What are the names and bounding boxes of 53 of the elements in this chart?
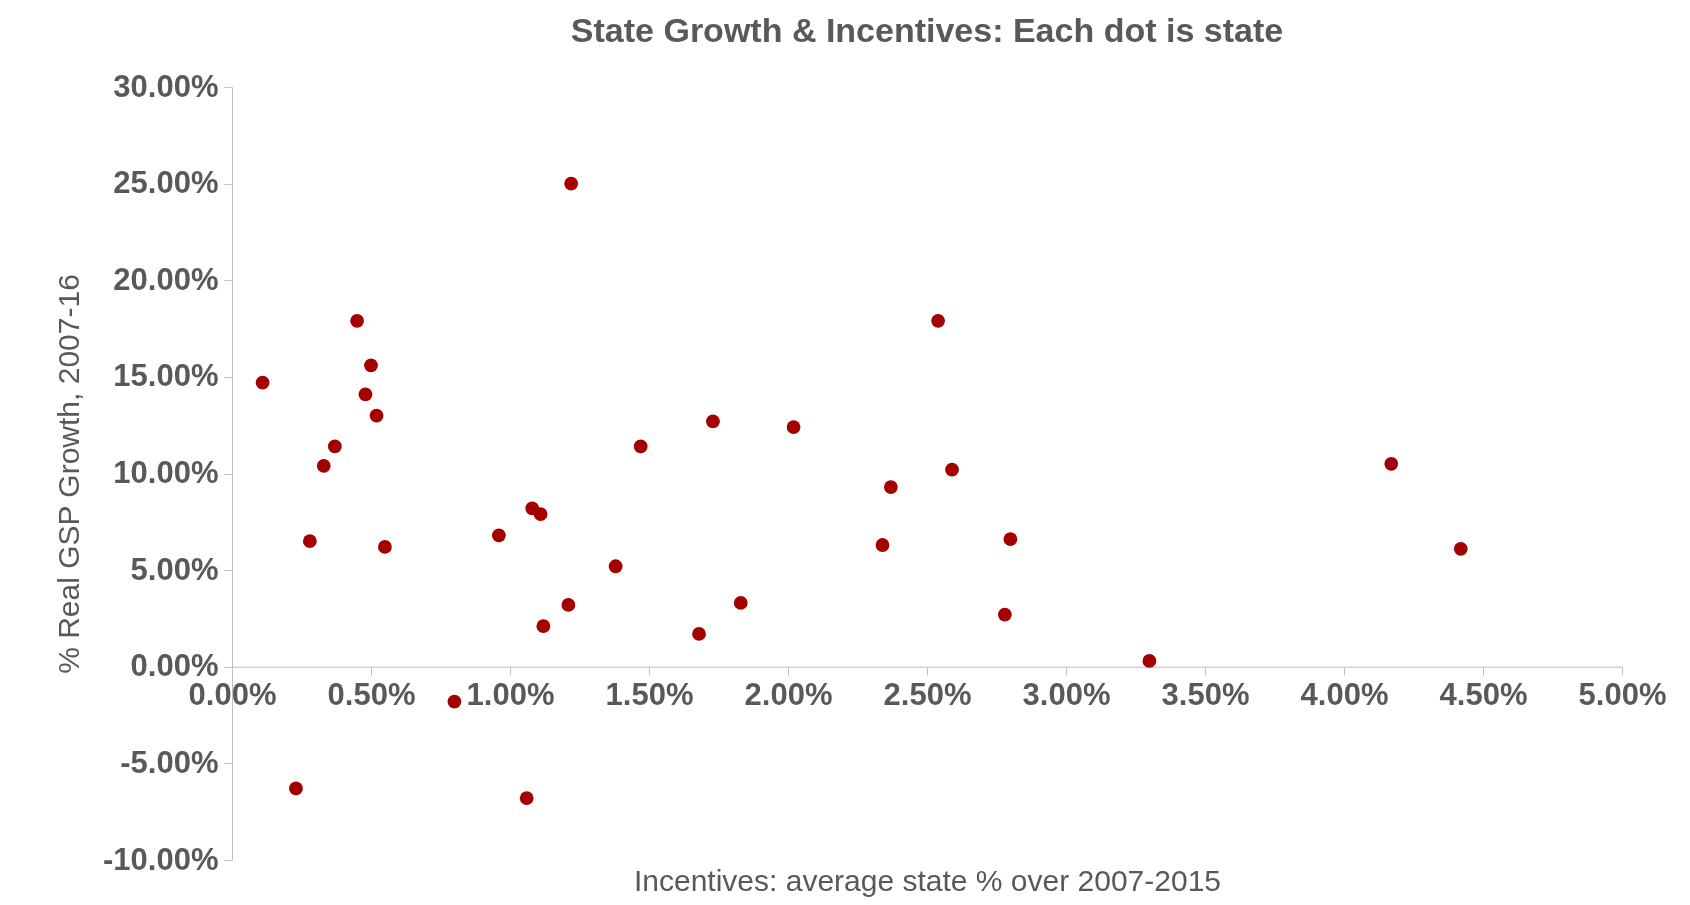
x-tick-label: 1.50%: [605, 677, 694, 713]
point: [364, 358, 378, 373]
point: [369, 408, 384, 423]
point: [316, 458, 331, 473]
x-tick-label: 2.00%: [744, 677, 833, 713]
x-tick-label: 3.50%: [1161, 677, 1250, 713]
point: [733, 596, 748, 610]
point: [564, 176, 579, 191]
point: [945, 462, 959, 477]
point: [633, 439, 648, 454]
point: [447, 694, 462, 709]
y-tick-label: 5.00%: [130, 551, 219, 587]
point: [1003, 532, 1018, 547]
x-tick-label: 4.00%: [1300, 677, 1389, 713]
y-tick-label: 20.00%: [113, 261, 219, 297]
chart-title: State Growth & Incentives: Each dot is state: [570, 11, 1284, 49]
y-tick-label: 30.00%: [113, 68, 219, 104]
point: [491, 528, 506, 543]
y-tick-label: 10.00%: [113, 455, 219, 490]
point: [327, 439, 342, 454]
x-axis-title: Incentives: average state % over 2007-2015: [633, 863, 1222, 897]
point: [786, 420, 801, 434]
point: [1142, 654, 1157, 668]
point: [875, 538, 890, 552]
point: [706, 414, 720, 429]
point: [1384, 456, 1399, 471]
x-tick-label: 1.00%: [466, 677, 555, 713]
point: [536, 619, 551, 634]
point: [692, 627, 706, 641]
point: [883, 480, 898, 494]
x-tick-label: 4.50%: [1439, 677, 1528, 713]
point: [608, 559, 623, 574]
x-tick-label: 2.50%: [883, 677, 972, 713]
point: [997, 607, 1012, 622]
point: [302, 534, 317, 549]
point: [358, 387, 373, 402]
y-tick-label: 25.00%: [113, 165, 219, 201]
y-tick-label: 15.00%: [113, 358, 219, 394]
point: [931, 313, 946, 328]
point: [255, 375, 270, 390]
x-tick-label: 3.00%: [1022, 677, 1111, 713]
point: [533, 507, 548, 521]
point: [519, 791, 534, 806]
point: [1453, 541, 1468, 556]
point: [378, 540, 392, 554]
x-tick-label: 5.00%: [1578, 677, 1667, 713]
y-tick-label: -5.00%: [120, 744, 219, 780]
y-axis-title: % Real GSP Growth, 2007-16: [52, 274, 86, 674]
point: [289, 781, 303, 796]
point: [561, 598, 576, 612]
x-tick-label: 0.50%: [327, 677, 416, 713]
y-tick-label: -10.00%: [103, 841, 219, 877]
point: [350, 313, 364, 328]
